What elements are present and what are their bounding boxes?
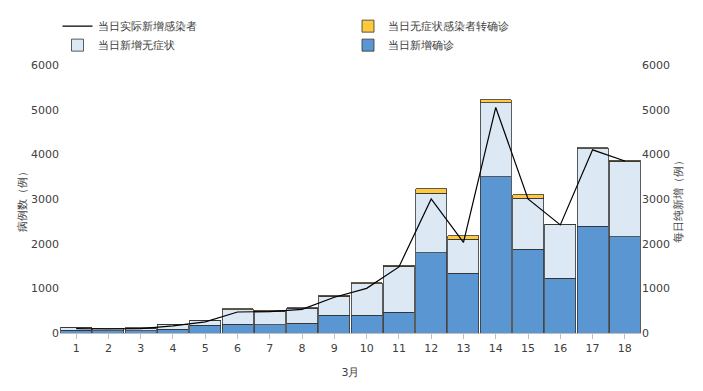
svg-text:17: 17 (586, 342, 600, 355)
svg-text:6000: 6000 (642, 59, 670, 72)
svg-text:18: 18 (618, 342, 632, 355)
svg-text:2000: 2000 (31, 238, 59, 251)
svg-text:13: 13 (456, 342, 470, 355)
svg-text:16: 16 (553, 342, 567, 355)
svg-text:10: 10 (360, 342, 374, 355)
svg-text:3月: 3月 (342, 366, 360, 379)
svg-text:1000: 1000 (31, 282, 59, 295)
svg-text:8: 8 (299, 342, 306, 355)
svg-text:4: 4 (169, 342, 176, 355)
svg-text:当日新增确诊: 当日新增确诊 (388, 39, 454, 52)
svg-text:当日实际新增感染者: 当日实际新增感染者 (98, 20, 197, 33)
svg-text:4000: 4000 (642, 148, 670, 161)
svg-text:3000: 3000 (642, 193, 670, 206)
svg-text:7: 7 (266, 342, 273, 355)
svg-text:病例数（例）: 病例数（例） (16, 166, 29, 232)
svg-text:15: 15 (521, 342, 535, 355)
svg-text:6000: 6000 (31, 59, 59, 72)
svg-text:9: 9 (331, 342, 338, 355)
svg-text:1: 1 (73, 342, 80, 355)
svg-text:5: 5 (202, 342, 209, 355)
svg-text:0: 0 (52, 327, 59, 340)
svg-text:1000: 1000 (642, 282, 670, 295)
svg-text:6: 6 (234, 342, 241, 355)
svg-text:11: 11 (392, 342, 406, 355)
svg-text:5000: 5000 (31, 104, 59, 117)
svg-text:当日无症状感染者转确诊: 当日无症状感染者转确诊 (388, 20, 509, 33)
svg-text:3000: 3000 (31, 193, 59, 206)
svg-text:2000: 2000 (642, 238, 670, 251)
svg-text:2: 2 (105, 342, 112, 355)
svg-text:0: 0 (642, 327, 649, 340)
svg-text:14: 14 (489, 342, 503, 355)
svg-text:5000: 5000 (642, 104, 670, 117)
svg-text:12: 12 (424, 342, 438, 355)
svg-text:每日纯新增（例）: 每日纯新增（例） (672, 155, 685, 243)
svg-text:4000: 4000 (31, 148, 59, 161)
svg-text:当日新增无症状: 当日新增无症状 (98, 39, 175, 52)
svg-text:3: 3 (137, 342, 144, 355)
